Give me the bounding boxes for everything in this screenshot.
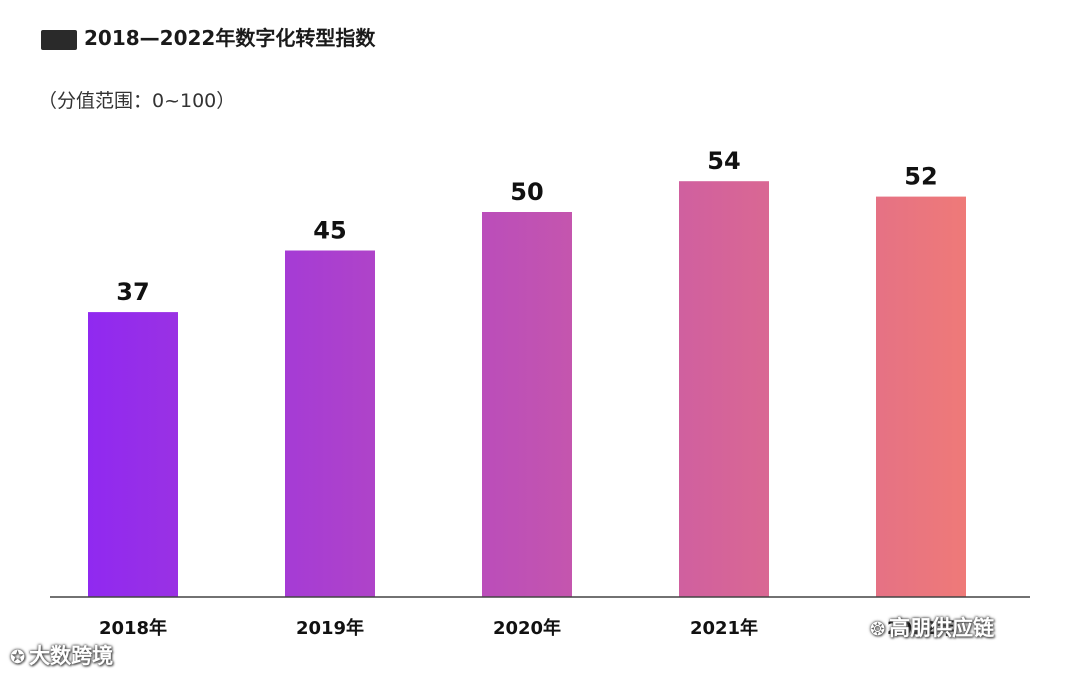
category-label-1: 2019年 xyxy=(296,617,364,639)
category-label-4: 2022年 xyxy=(887,617,955,639)
chart-title: 2018—2022年数字化转型指数 xyxy=(84,26,376,50)
weibo-icon: ✪ xyxy=(10,647,26,668)
value-label-1: 45 xyxy=(313,217,346,245)
bar-4 xyxy=(876,196,966,597)
bars-layer xyxy=(88,181,966,597)
wechat-icon: ❂ xyxy=(870,619,886,640)
value-label-2: 50 xyxy=(510,178,543,206)
value-label-3: 54 xyxy=(707,147,740,175)
watermark-left: ✪ 大数跨境 xyxy=(10,640,113,670)
chart-subtitle: （分值范围：0~100） xyxy=(38,90,236,112)
title-marker xyxy=(41,30,77,50)
bar-1 xyxy=(285,250,375,597)
value-label-0: 37 xyxy=(116,278,149,306)
category-label-3: 2021年 xyxy=(690,617,758,639)
bar-3 xyxy=(679,181,769,597)
labels-layer: 37 2018年 45 2019年 50 2020年 54 2021年 52 2022年 xyxy=(99,147,955,639)
bar-0 xyxy=(88,312,178,597)
watermark-left-text: 大数跨境 xyxy=(29,644,114,668)
category-label-2: 2020年 xyxy=(493,617,561,639)
value-label-4: 52 xyxy=(904,163,937,191)
watermark-right: ❂ 高朋供应链 xyxy=(870,612,994,642)
watermark-right-text: 高朋供应链 xyxy=(889,616,995,640)
category-label-0: 2018年 xyxy=(99,617,167,639)
bar-2 xyxy=(482,212,572,597)
